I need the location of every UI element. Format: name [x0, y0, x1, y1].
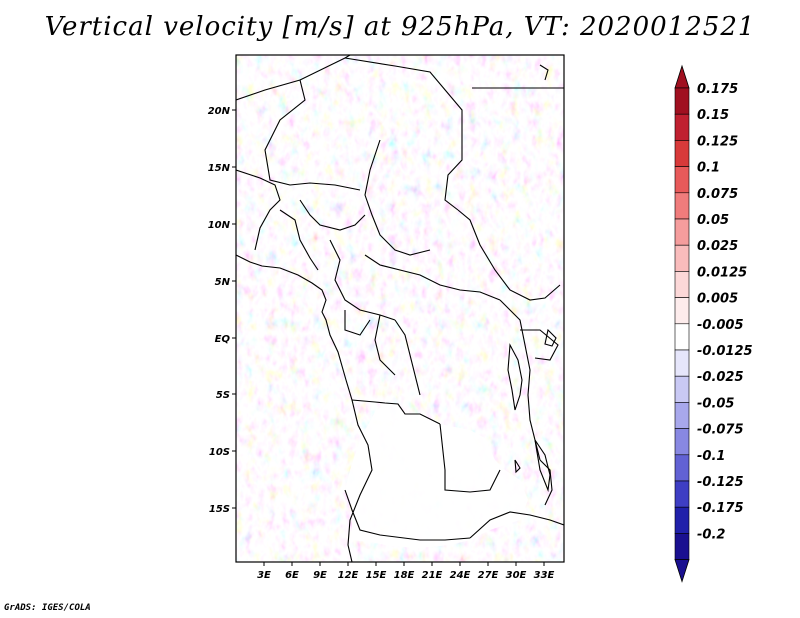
lat-label: 15S: [209, 504, 230, 515]
map-frame: [235, 54, 565, 563]
colorbar-swatch: [674, 271, 690, 298]
colorbar-label: -0.2: [697, 527, 725, 542]
lat-label: 15N: [208, 163, 231, 174]
lon-labels: 3E 6E 9E 12E 15E 18E 21E 24E 27E 30E 33E: [257, 570, 554, 581]
colorbar-label: 0.175: [697, 82, 738, 97]
lat-labels: 20N 15N 10N 5N EQ 5S 10S 15S: [208, 106, 231, 515]
lon-label: 12E: [338, 570, 359, 581]
lon-label: 18E: [394, 570, 415, 581]
colorbar-swatch: [674, 140, 690, 167]
colorbar-label: -0.025: [697, 370, 744, 385]
colorbar-swatch: [674, 402, 690, 429]
lon-label: 27E: [478, 570, 499, 581]
colorbar-bottom-arrow: [674, 559, 690, 583]
colorbar-swatch: [674, 428, 690, 456]
colorbar-label: 0.0125: [697, 265, 747, 280]
colorbar-label: 0.1: [697, 161, 720, 176]
colorbar-swatch: [674, 113, 690, 141]
lon-label: 6E: [285, 570, 299, 581]
lon-label: 33E: [534, 570, 555, 581]
colorbar-swatch: [674, 480, 690, 508]
colorbar-swatch: [674, 375, 690, 403]
colorbar-label: 0.15: [697, 108, 729, 123]
colorbar-swatch: [674, 506, 690, 534]
colorbar-label: 0.125: [697, 134, 738, 149]
lat-label: 5S: [216, 390, 230, 401]
lat-label: 10N: [208, 220, 231, 231]
lat-label: EQ: [215, 334, 231, 345]
colorbar-swatch: [674, 454, 690, 482]
colorbar-swatch: [674, 323, 690, 351]
colorbar: 0.175 0.15 0.125 0.1 0.075 0.05 0.025 0.0125 0.0…: [674, 64, 753, 583]
colorbar-swatch: [674, 297, 690, 325]
lat-label: 10S: [209, 447, 230, 458]
lat-label: 5N: [215, 277, 231, 288]
colorbar-swatch: [674, 192, 690, 220]
colorbar-swatch: [674, 349, 690, 377]
colorbar-swatch: [674, 166, 690, 194]
colorbar-label: -0.005: [697, 318, 744, 333]
lon-label: 9E: [313, 570, 327, 581]
colorbar-label: 0.05: [697, 213, 729, 228]
colorbar-label: 0.005: [697, 292, 738, 307]
colorbar-label: -0.05: [697, 396, 734, 411]
country-borders: [236, 55, 564, 562]
lon-label: 21E: [422, 570, 443, 581]
lat-label: 20N: [208, 106, 231, 117]
colorbar-label: -0.0125: [697, 344, 753, 359]
colorbar-swatch: [674, 244, 690, 272]
velocity-field: [236, 55, 564, 562]
lon-label: 24E: [450, 570, 471, 581]
grads-credit: GrADS: IGES/COLA: [4, 603, 91, 613]
colorbar-label: -0.175: [697, 501, 744, 516]
lon-label: 30E: [506, 570, 527, 581]
colorbar-label: -0.125: [697, 475, 744, 490]
colorbar-top-arrow: [674, 64, 690, 89]
lon-label: 3E: [257, 570, 271, 581]
chart-title: Vertical velocity [m/s] at 925hPa, VT: 2…: [44, 12, 756, 42]
colorbar-swatch: [674, 218, 690, 246]
colorbar-label: 0.025: [697, 239, 738, 254]
axis-ticks: [232, 109, 545, 566]
colorbar-swatch: [674, 87, 690, 115]
colorbar-label: -0.1: [697, 449, 725, 464]
colorbar-swatch: [674, 533, 690, 560]
colorbar-label: -0.075: [697, 423, 744, 438]
lon-label: 15E: [366, 570, 387, 581]
colorbar-label: 0.075: [697, 187, 738, 202]
